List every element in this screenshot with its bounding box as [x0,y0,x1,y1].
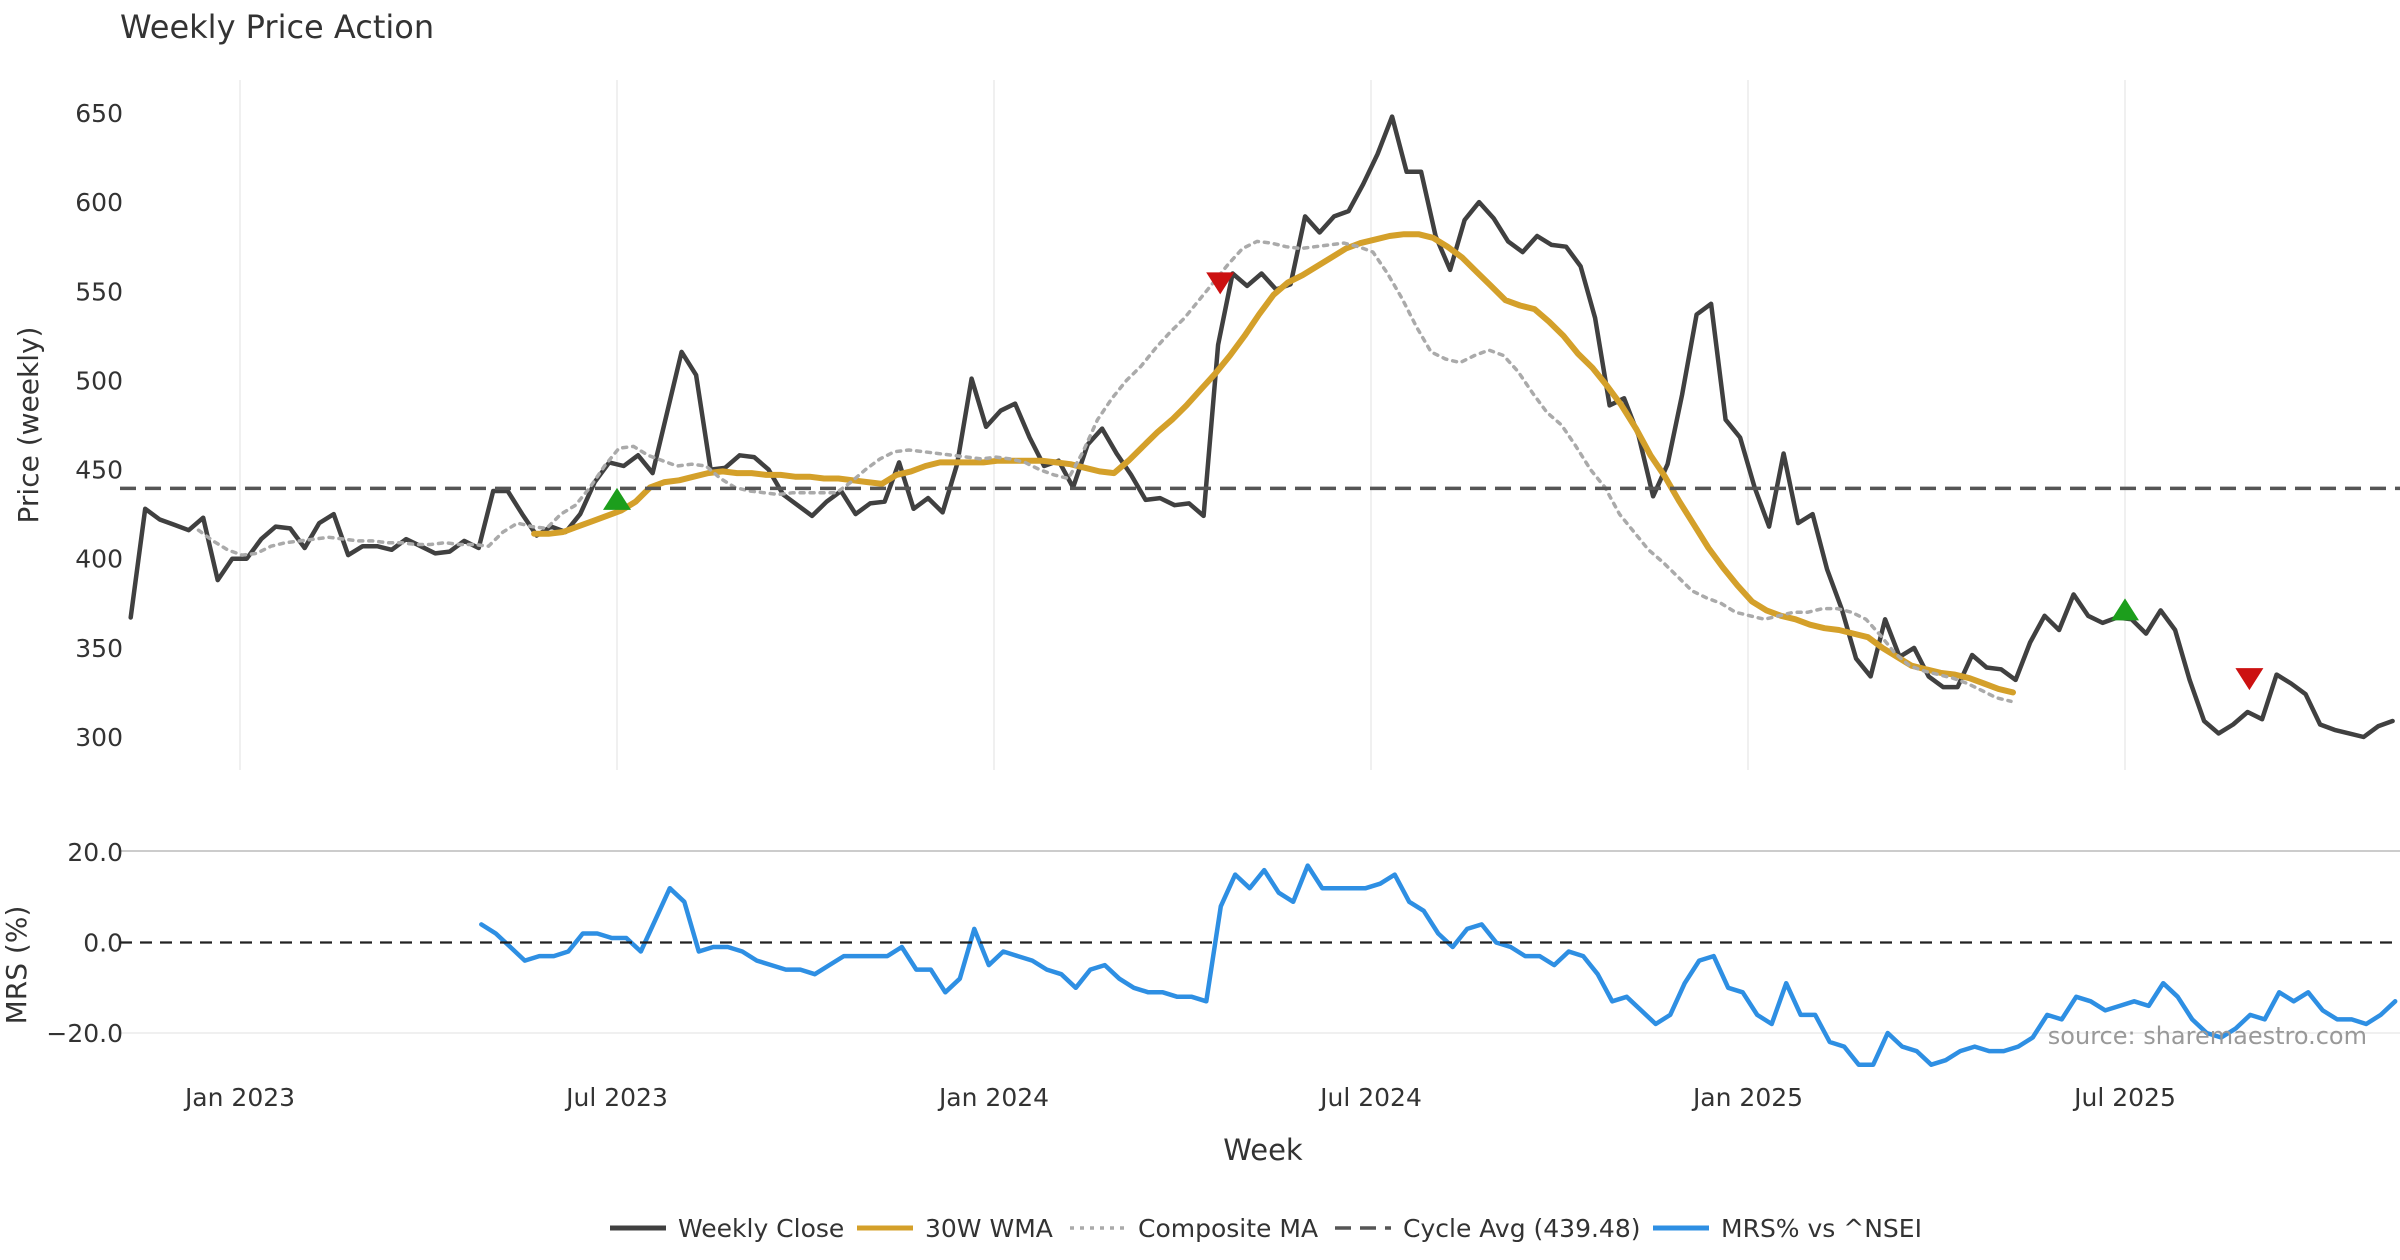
legend: Weekly Close 30W WMA Composite MA Cycle Avg… [610,1214,1922,1243]
price-y-tick-label: 500 [75,366,123,395]
mrs-series-group [120,863,2400,1067]
x-tick-label: Jan 2024 [937,1083,1049,1112]
price-y-tick-label: 300 [75,723,123,752]
x-tick-label: Jan 2023 [183,1083,295,1112]
mrs-y-axis-label: MRS (%) [0,906,33,1025]
legend-item: Composite MA [1070,1214,1318,1243]
x-tick-label: Jan 2025 [1691,1083,1803,1112]
weekly-close-line [128,114,2395,740]
buy-signal-marker [603,487,631,510]
price-y-tick-label: 450 [75,456,123,485]
mrs-line [479,863,2398,1067]
price-y-tick-label: 400 [75,545,123,574]
x-tick-label: Jul 2024 [1318,1083,1422,1112]
price-y-tick-label: 350 [75,634,123,663]
legend-label: MRS% vs ^NSEI [1721,1214,1922,1243]
mrs-panel: 20.0 0.0 −20.0 MRS (%) source: sharemaestr… [0,838,2400,1067]
signal-markers [603,272,2264,691]
legend-label: Cycle Avg (439.48) [1403,1214,1641,1243]
legend-item: Weekly Close [610,1214,844,1243]
mrs-gridlines [120,850,2400,1034]
mrs-y-tick-label: −20.0 [46,1019,123,1048]
buy-signal-marker [2111,598,2139,621]
x-tick-labels: Jan 2023 Jul 2023 Jan 2024 Jul 2024 Jan 2025… [183,1083,2176,1112]
legend-item: MRS% vs ^NSEI [1653,1214,1922,1243]
composite-ma-line [196,239,2013,704]
price-gridlines [239,80,2126,770]
x-tick-label: Jul 2025 [2072,1083,2176,1112]
legend-label: Weekly Close [678,1214,844,1243]
price-y-axis-label: Price (weekly) [12,327,45,524]
legend-label: 30W WMA [925,1214,1053,1243]
source-caption: source: sharemaestro.com [2048,1022,2367,1050]
price-y-tick-label: 550 [75,277,123,306]
legend-item: Cycle Avg (439.48) [1335,1214,1641,1243]
price-panel: 300 350 400 450 500 550 600 650 Price (weekly) [12,80,2400,770]
price-y-tick-labels: 300 350 400 450 500 550 600 650 [75,99,123,752]
mrs-y-tick-labels: 20.0 0.0 −20.0 [46,838,123,1048]
sell-signal-marker [1206,272,1235,295]
mrs-y-tick-label: 0.0 [83,929,123,958]
chart-title: Weekly Price Action [120,8,434,46]
sell-signal-marker [2235,668,2264,691]
wma-30w-line [531,231,2016,696]
price-series-group [120,114,2400,740]
legend-label: Composite MA [1138,1214,1318,1243]
legend-item: 30W WMA [857,1214,1053,1243]
x-axis-label: Week [1223,1133,1303,1167]
price-y-tick-label: 600 [75,188,123,217]
x-tick-label: Jul 2023 [564,1083,668,1112]
mrs-y-tick-label: 20.0 [67,838,123,867]
price-y-tick-label: 650 [75,99,123,128]
